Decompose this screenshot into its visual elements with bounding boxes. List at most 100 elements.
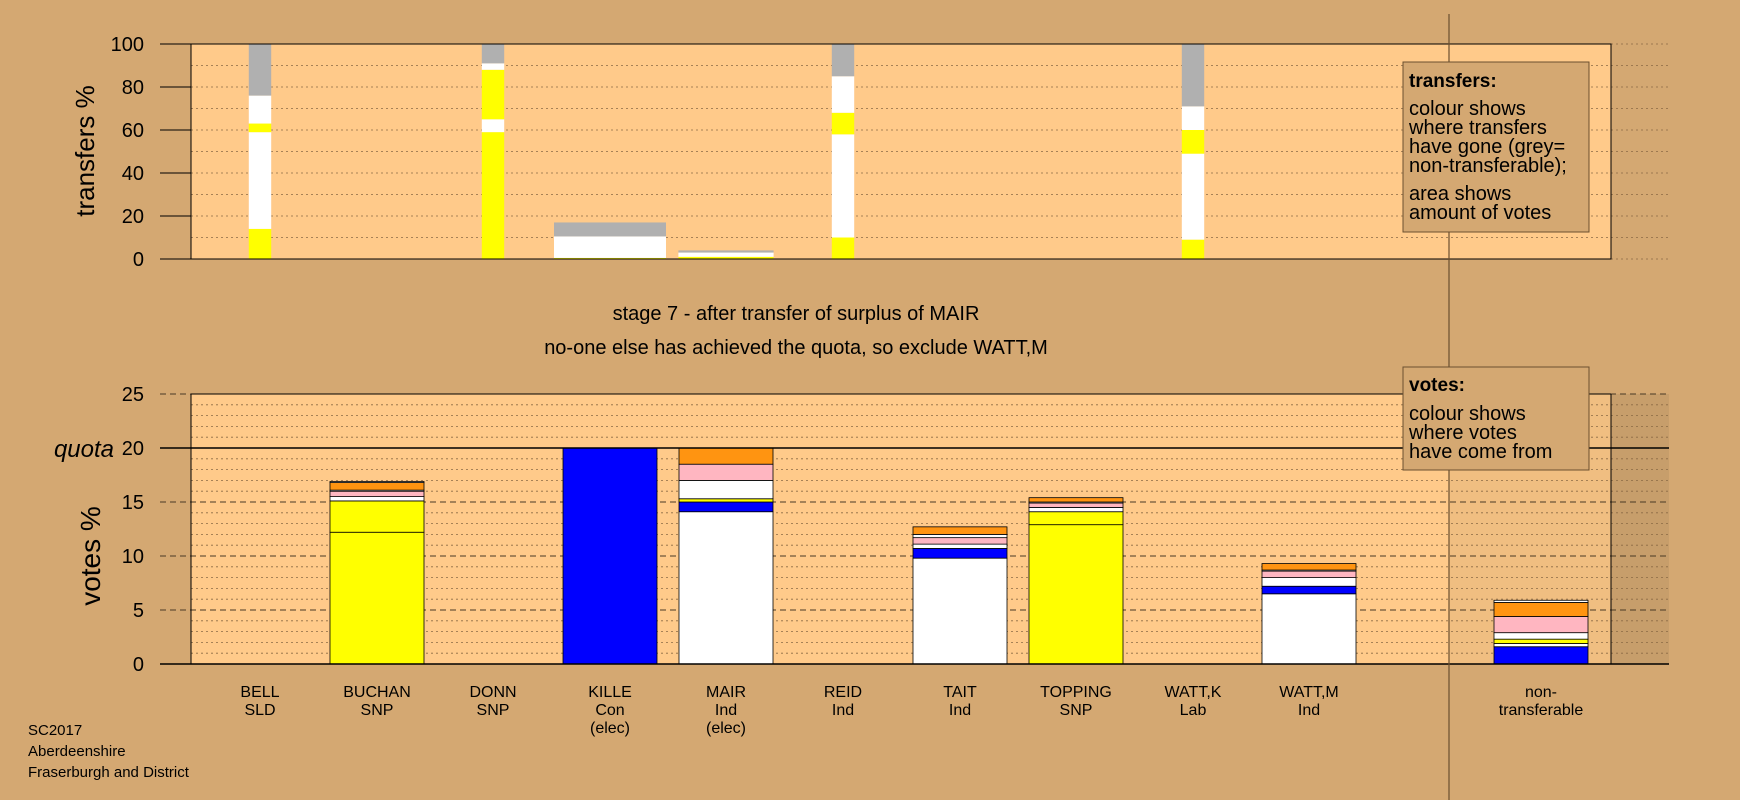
votes-segment-orange [678,447,774,465]
transfers-segment-yellow [554,257,666,259]
votes-y-tick-label: 10 [122,546,144,568]
transfers-bar-reid [831,44,855,259]
footer-council: Aberdeenshire [28,743,126,760]
votes-bar-non-transferable [1493,599,1589,665]
legend-transfers-line: have gone (grey= [1409,136,1565,158]
votes-y-tick-label: 5 [133,600,144,622]
candidate-label-line: WATT,K [1165,684,1222,701]
candidate-label-line: REID [824,684,862,701]
votes-segment-white [1261,593,1357,665]
votes-bar-buchan [329,481,425,665]
candidate-label-line: TOPPING [1040,684,1112,701]
transfers-segment-white [831,134,855,238]
transfers-bar-bell [248,44,272,259]
transfers-plot-frame [190,43,1612,260]
votes-segment-orange [1028,497,1124,503]
candidate-label-line: MAIR [706,684,746,701]
candidate-label-line: non- [1525,684,1557,701]
votes-segment-white [912,534,1008,539]
transfers-y-tick-label: 60 [122,120,144,142]
footer-election: SC2017 [28,722,82,739]
votes-segment-white [1261,577,1357,587]
votes-bar-watt-m [1261,563,1357,665]
votes-y-tick-label: 15 [122,492,144,514]
transfers-y-tick-labels: 0 20 40 60 80 100 [111,34,191,271]
transfers-bar-mair [678,250,774,259]
transfers-segment-grey [481,44,505,64]
votes-segment-orange [912,526,1008,535]
candidate-label-line: DONN [469,684,516,701]
votes-segment-white [1493,599,1589,603]
votes-segment-yellow [1493,638,1589,644]
votes-segment-blue [562,447,658,665]
transfers-segment-white [248,132,272,229]
legend-votes-line: where votes [1408,422,1517,444]
candidate-label-line: Lab [1180,702,1207,719]
candidate-label-line: transferable [1499,702,1584,719]
transfers-segment-white [481,63,505,70]
votes-segment-white [1493,632,1589,640]
votes-segment-pink [1028,502,1124,508]
transfers-bar-watt-k [1181,44,1205,259]
quota-label: quota [54,436,114,463]
transfers-bar-donn [481,44,505,259]
votes-segment-blue [1261,585,1357,595]
votes-segment-yellow [1028,524,1124,665]
votes-bar-topping [1028,497,1124,665]
candidate-label-line: SNP [477,702,510,719]
votes-segment-white [329,496,425,502]
candidate-label-line: (elec) [590,720,630,737]
transfers-y-tick-label: 40 [122,163,144,185]
votes-segment-pink [329,490,425,498]
votes-segment-orange [1493,602,1589,617]
votes-segment-white [1493,643,1589,648]
transfers-segment-white [1181,106,1205,130]
votes-y-tick-label: 25 [122,384,144,406]
legend-votes-line: have come from [1409,441,1552,463]
transfers-segment-yellow [248,228,272,259]
stage-subtitle: no-one else has achieved the quota, so e… [544,337,1048,359]
votes-y-tick-label: 20 [122,438,144,460]
votes-y-axis-label: votes % [75,506,106,606]
transfers-segment-grey [678,250,774,253]
transfers-segment-yellow [248,123,272,133]
transfers-segment-grey [554,222,666,237]
candidate-label-line: SNP [1060,702,1093,719]
votes-segment-blue [1493,646,1589,665]
transfers-segment-white [481,119,505,133]
stage-title: stage 7 - after transfer of surplus of M… [613,303,980,325]
votes-segment-orange [329,482,425,491]
transfers-segment-yellow [1181,130,1205,154]
transfers-y-tick-label: 20 [122,206,144,228]
transfers-y-tick-label: 80 [122,77,144,99]
votes-segment-orange [1261,563,1357,571]
votes-segment-white [912,543,1008,549]
votes-segment-white [1028,506,1124,513]
candidate-label-line: BUCHAN [343,684,411,701]
transfers-segment-grey [1181,44,1205,107]
transfers-y-tick-label: 100 [111,34,144,56]
legend-transfers-box [1402,61,1590,233]
candidate-label-line: Con [595,702,624,719]
legend-transfers-line: non-transferable); [1409,155,1567,177]
transfers-segment-grey [248,44,272,96]
votes-plot-area [191,394,1611,664]
transfers-y-axis-label: transfers % [70,85,100,217]
legend-transfers-line: area shows [1409,183,1511,205]
legend-transfers: transfers: colour shows where transfers … [1402,61,1590,233]
transfers-segment-white [248,95,272,124]
transfers-segment-yellow [831,237,855,259]
transfers-segment-white [678,252,774,257]
votes-bars [329,447,1589,665]
votes-y-tick-label: 0 [133,654,144,676]
legend-transfers-title: transfers: [1409,71,1497,92]
votes-segment-blue [912,548,1008,559]
candidate-label-line: SLD [244,702,275,719]
legend-transfers-line: where transfers [1408,117,1547,139]
votes-segment-yellow [1028,511,1124,526]
footer-ward: Fraserburgh and District [28,764,190,781]
candidate-label-line: KILLE [588,684,632,701]
transfers-bars [248,44,1205,259]
votes-bar-mair [678,447,774,665]
